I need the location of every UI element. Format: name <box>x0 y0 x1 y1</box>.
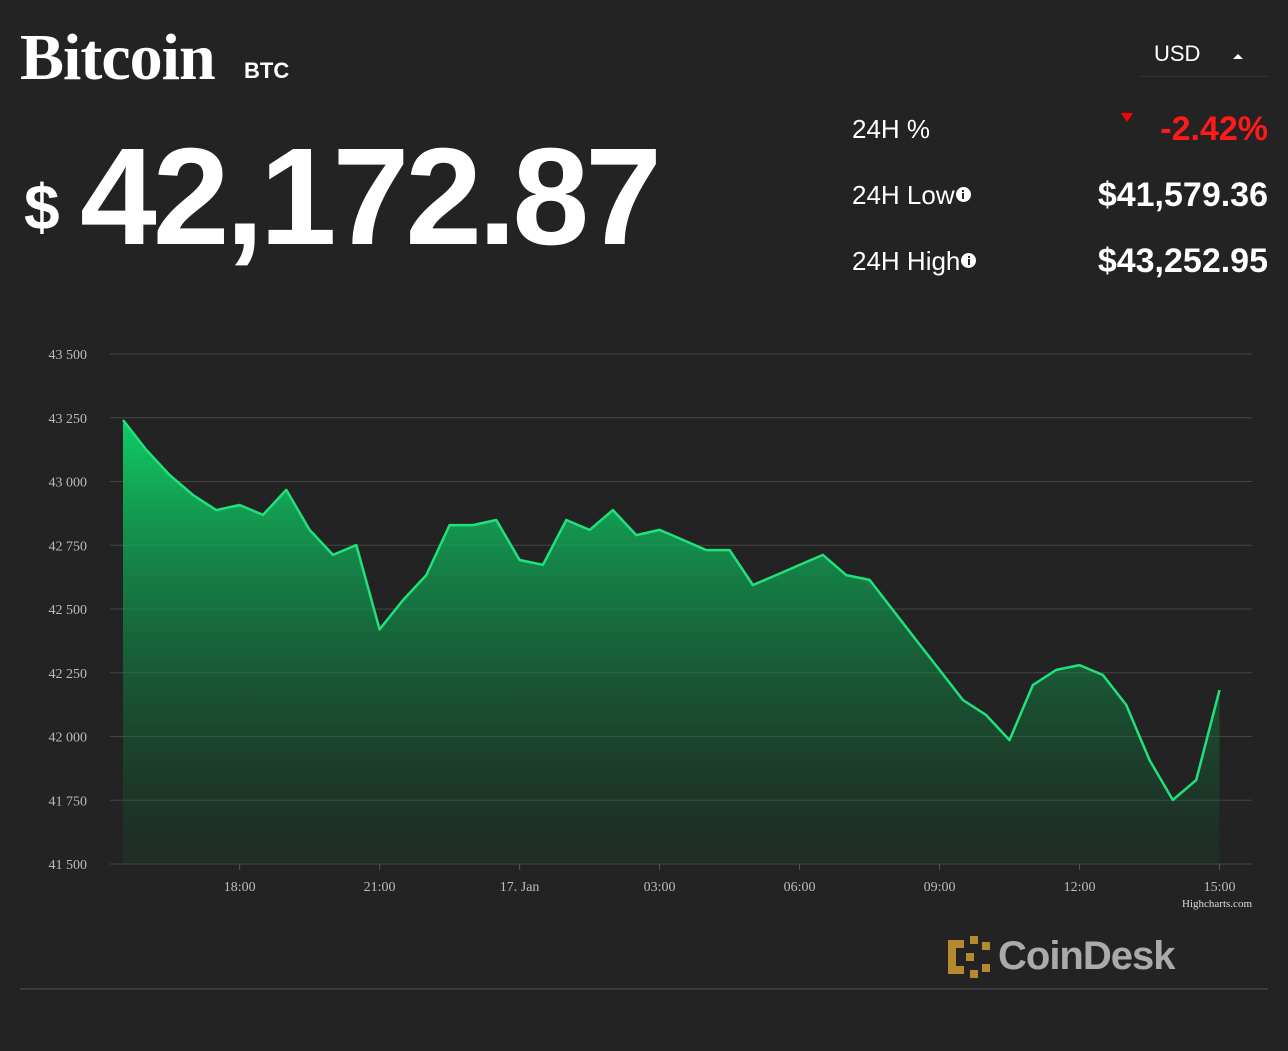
y-tick-label: 42 750 <box>49 539 88 554</box>
stat-value: -2.42% <box>1160 110 1268 148</box>
y-tick-label: 41 500 <box>49 858 88 873</box>
caret <box>1233 54 1243 59</box>
stat-label: 24H % <box>852 114 931 144</box>
stat-value: $41,579.36 <box>1097 176 1268 214</box>
coin-name: Bitcoin <box>20 21 216 94</box>
price-line <box>122 419 1221 802</box>
stat-row: 24H High $43,252.95 <box>852 242 1268 286</box>
x-tick-label: 21:00 <box>364 880 396 895</box>
y-tick-label: 41 750 <box>49 794 88 809</box>
stat-value: $43,252.95 <box>1097 242 1268 280</box>
stat-label-text: 24H Low <box>852 180 955 210</box>
y-tick-label: 43 500 <box>49 348 88 363</box>
brand-name: CoinDesk <box>998 934 1175 978</box>
stat-row: 24H % -2.42% <box>852 110 1268 154</box>
y-tick-label: 43 000 <box>49 476 88 491</box>
y-tick-label: 42 000 <box>49 731 88 746</box>
price: 42,172.87 <box>80 120 662 274</box>
x-tick-label: 15:00 <box>1204 880 1236 895</box>
coin-symbol: BTC <box>244 58 290 83</box>
x-tick-label: 12:00 <box>1064 880 1096 895</box>
info-icon[interactable] <box>961 252 977 268</box>
brand-logo <box>948 936 990 978</box>
divider <box>20 988 1268 990</box>
info-icon[interactable] <box>955 186 971 202</box>
area <box>123 420 1220 864</box>
stat-label: 24H Low <box>852 180 971 211</box>
currency: USD <box>1154 41 1201 66</box>
chart-credit[interactable]: Highcharts.com <box>1182 898 1252 910</box>
x-tick-label: 17. Jan <box>500 880 540 895</box>
down-arrow <box>1121 113 1133 122</box>
x-tick-label: 18:00 <box>224 880 256 895</box>
y-tick-label: 42 500 <box>49 603 88 618</box>
y-tick-label: 43 250 <box>49 412 88 427</box>
currency-symbol: $ <box>24 171 60 243</box>
y-tick-label: 42 250 <box>49 667 88 682</box>
chart: 41 500 41 750 42 000 42 250 42 500 42 750 43 0… <box>49 348 1252 895</box>
x-tick-label: 03:00 <box>644 880 676 895</box>
x-tick-label: 09:00 <box>924 880 956 895</box>
stat-label-text: 24H High <box>852 246 961 276</box>
stat-row: 24H Low $41,579.36 <box>852 176 1268 220</box>
currency-select[interactable]: USD <box>1140 38 1268 77</box>
x-tick-label: 06:00 <box>784 880 816 895</box>
stat-label: 24H High <box>852 246 977 277</box>
